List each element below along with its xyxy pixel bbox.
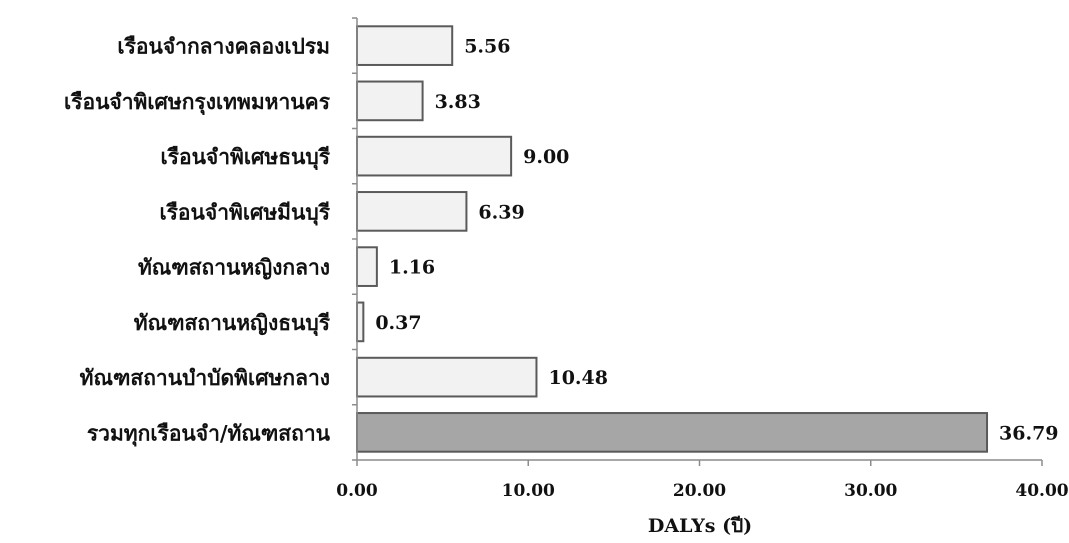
bar [356,135,513,177]
bar [356,80,424,122]
data-label: 5.56 [464,36,510,58]
category-label: เรือนจำพิเศษกรุงเทพมหานคร [64,89,331,116]
bar [356,191,468,232]
data-label: 1.16 [389,257,435,279]
x-tick-label: 40.00 [1015,481,1068,501]
category-label: เรือนจำพิเศษมีนบุรี [159,199,330,226]
x-tick-label: 20.00 [673,481,726,501]
x-tick-label: 0.00 [336,481,378,501]
data-label: 6.39 [478,201,524,223]
category-label: ทัณฑสถานบำบัดพิเศษกลาง [80,365,330,390]
bar [356,301,365,343]
bar [356,25,454,66]
x-tick-label: 10.00 [502,481,555,501]
category-label: รวมทุกเรือนจำ/ทัณฑสถาน [87,420,331,447]
category-label: ทัณฑสถานหญิงธนบุรี [134,310,331,337]
data-label: 10.48 [548,367,608,389]
data-label: 36.79 [999,422,1059,444]
x-axis-title: DALYs (ปี) [648,515,752,537]
data-label: 0.37 [375,312,421,334]
category-label: เรือนจำกลางคลองเปรม [117,34,330,59]
bar [356,412,989,453]
bar [356,246,378,287]
x-tick-label: 30.00 [844,481,897,501]
category-label: เรือนจำพิเศษธนบุรี [161,144,331,171]
category-label: ทัณฑสถานหญิงกลาง [138,255,330,281]
bar [356,356,538,398]
data-label: 3.83 [435,91,481,113]
data-label: 9.00 [523,146,569,168]
